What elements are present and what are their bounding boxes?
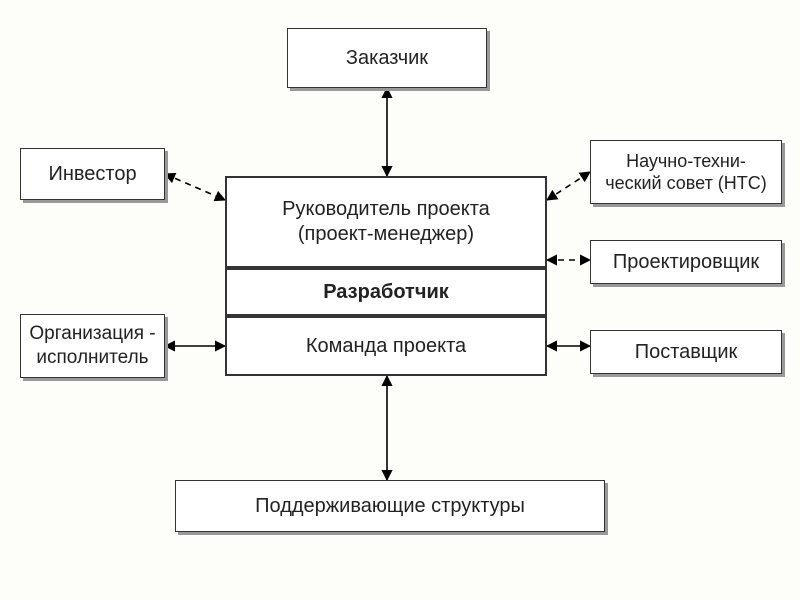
node-sci: Научно-техни- ческий совет (НТС) bbox=[590, 140, 782, 204]
node-designer: Проектировщик bbox=[590, 240, 782, 284]
node-customer: Заказчик bbox=[287, 28, 487, 88]
node-org: Организация - исполнитель bbox=[20, 314, 165, 378]
edge-2 bbox=[165, 174, 225, 200]
node-pm: Руководитель проекта (проект-менеджер) bbox=[225, 176, 547, 268]
node-supplier: Поставщик bbox=[590, 330, 782, 374]
node-supporting: Поддерживающие структуры bbox=[175, 480, 605, 532]
node-team: Команда проекта bbox=[225, 316, 547, 376]
node-investor: Инвестор bbox=[20, 148, 165, 200]
edge-3 bbox=[547, 172, 590, 200]
node-developer: Разработчик bbox=[225, 268, 547, 316]
